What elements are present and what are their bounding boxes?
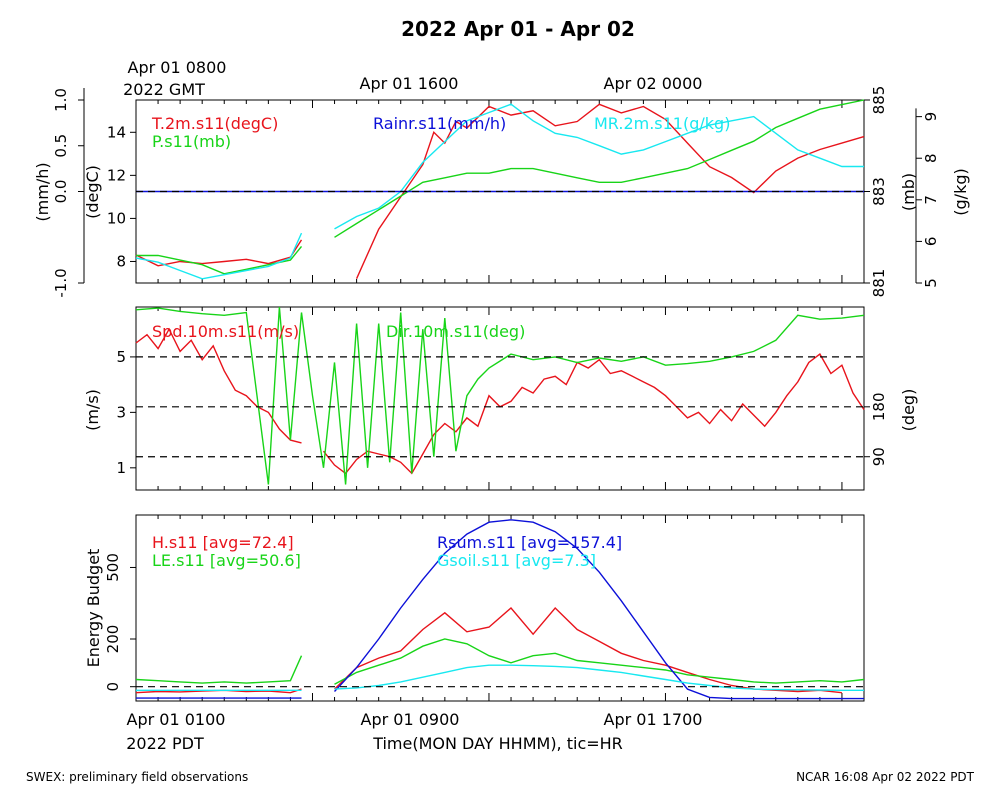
panel-wind: 1 3 5 90 180 (m/s) (deg) Spd.10m.s11(m/s) Di… (83, 306, 918, 491)
mr-tick-label-4: 9 (922, 112, 940, 122)
pres-axis-label: (mb) (899, 173, 918, 211)
bottom-axis-label-3: Apr 01 1700 (604, 710, 703, 729)
series-line-p1-1 (136, 99, 865, 275)
panel-wind-frame (135, 306, 865, 491)
series-line-p1-2 (135, 103, 864, 280)
series-line-p3-1 (135, 638, 865, 685)
dir-tick-label-1: 180 (870, 392, 888, 421)
legend-h: H.s11 [avg=72.4] (152, 533, 294, 552)
temp-tick-label-2: 12 (107, 166, 126, 184)
bottom-axis-label-2: Apr 01 0900 (361, 710, 460, 729)
panel-energy-lines (135, 519, 865, 700)
mr-axis-label: (g/kg) (951, 168, 970, 215)
chart-title: 2022 Apr 01 - Apr 02 (401, 17, 635, 41)
panel-wind-ticks: 1 3 5 90 180 (116, 307, 888, 490)
legend-temp: T.2m.s11(degC) (151, 114, 278, 133)
mr-tick-label-1: 6 (922, 237, 940, 247)
panel-energy-ticks: 0 200 500 (104, 515, 843, 701)
legend-rsum: Rsum.s11 [avg=157.4] (437, 533, 622, 552)
spd-tick-label-0: 1 (116, 459, 126, 477)
energy-tick-label-1: 200 (104, 625, 122, 654)
mr-tick-label-3: 8 (922, 153, 940, 163)
pres-tick-label-1: 883 (870, 177, 888, 206)
footer-right: NCAR 16:08 Apr 02 2022 PDT (796, 770, 975, 784)
legend-dir: Dir.10m.s11(deg) (386, 322, 525, 341)
energy-tick-label-0: 0 (104, 682, 122, 692)
footer-left: SWEX: preliminary field observations (26, 770, 248, 784)
rain-tick-label-3: 1.0 (52, 88, 70, 112)
series-line-p2-1 (135, 306, 865, 485)
temp-axis-label: (degC) (83, 165, 102, 219)
pres-tick-label-0: 881 (870, 269, 888, 298)
series-line-p2-0 (135, 327, 865, 475)
energy-tick-label-2: 500 (104, 553, 122, 582)
rain-axis-label: (mm/h) (33, 162, 52, 221)
top-axis-label-3: Apr 02 0000 (604, 74, 703, 93)
top-axis-label-1: Apr 01 0800 (128, 58, 227, 77)
legend-spd: Spd.10m.s11(m/s) (152, 322, 299, 341)
legend-gsoil: Gsoil.s11 [avg=7.3] (437, 551, 596, 570)
pres-tick-label-2: 885 (870, 86, 888, 115)
top-axis-label-2: Apr 01 1600 (360, 74, 459, 93)
panel-meteorology: -1.0 0.0 0.5 1.0 8 10 12 14 881 883 885 5 6 7 8 9 (mm/h… (33, 86, 970, 298)
dir-tick-label-0: 90 (870, 447, 888, 466)
panel-energy: 0 200 500 Energy Budget H.s11 [avg=72.4] L… (84, 514, 865, 702)
legend-mr: MR.2m.s11(g/kg) (594, 114, 730, 133)
mr-tick-label-0: 5 (922, 278, 940, 288)
legend-le: LE.s11 [avg=50.6] (152, 551, 301, 570)
rain-tick-label-1: 0.0 (52, 180, 70, 204)
rain-tick-label-2: 0.5 (52, 134, 70, 158)
spd-tick-label-1: 3 (116, 403, 126, 421)
x-axis-title: Time(MON DAY HHMM), tic=HR (372, 734, 623, 753)
spd-axis-label: (m/s) (83, 389, 102, 431)
legend-pres: P.s11(mb) (152, 132, 231, 151)
panel-met-lines (135, 99, 865, 280)
series-line-p3-2 (136, 519, 864, 700)
bottom-axis-label-1b: 2022 PDT (126, 734, 204, 753)
mr-tick-label-2: 7 (922, 195, 940, 205)
bottom-axis-label-1: Apr 01 0100 (127, 710, 226, 729)
series-line-p3-3 (136, 664, 864, 691)
temp-tick-label-1: 10 (107, 209, 126, 227)
panel-met-ticks: -1.0 0.0 0.5 1.0 8 10 12 14 881 883 885 5 6 7 8 9 (52, 86, 940, 298)
temp-tick-label-3: 14 (107, 123, 126, 141)
rain-tick-label-0: -1.0 (52, 268, 70, 297)
legend-rain: Rainr.s11(mm/h) (373, 114, 506, 133)
energy-axis-label: Energy Budget (84, 549, 103, 668)
spd-tick-label-2: 5 (116, 348, 126, 366)
panel-wind-lines (135, 306, 865, 485)
top-axis-label-1b: 2022 GMT (123, 80, 205, 99)
panel-energy-frame (135, 514, 865, 702)
temp-tick-label-0: 8 (116, 252, 126, 270)
dir-axis-label: (deg) (899, 389, 918, 432)
